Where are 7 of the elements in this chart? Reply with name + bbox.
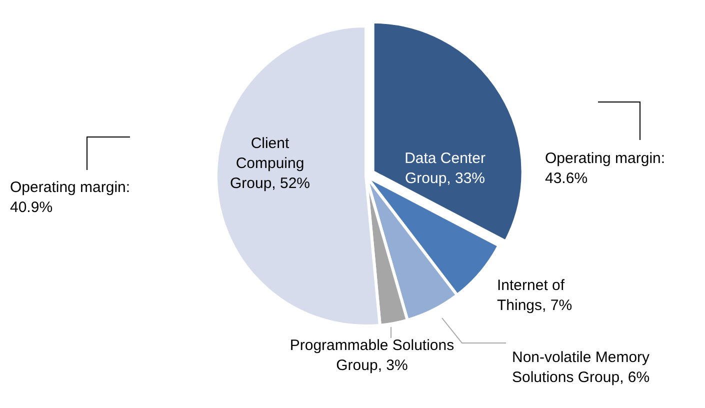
- text: Operating margin: 40.9%: [10, 179, 130, 216]
- text: Operating margin: 43.6%: [545, 150, 666, 187]
- slice-label: Data Center Group, 33%: [404, 150, 486, 187]
- slice-label: Internet of Things, 7%: [497, 277, 572, 314]
- slice-label: Non-volatile Memory Solutions Group, 6%: [512, 349, 650, 386]
- slice-label: Programmable Solutions Group, 3%: [290, 337, 454, 374]
- slice-label: Client Compuing Group, 52%: [230, 135, 310, 192]
